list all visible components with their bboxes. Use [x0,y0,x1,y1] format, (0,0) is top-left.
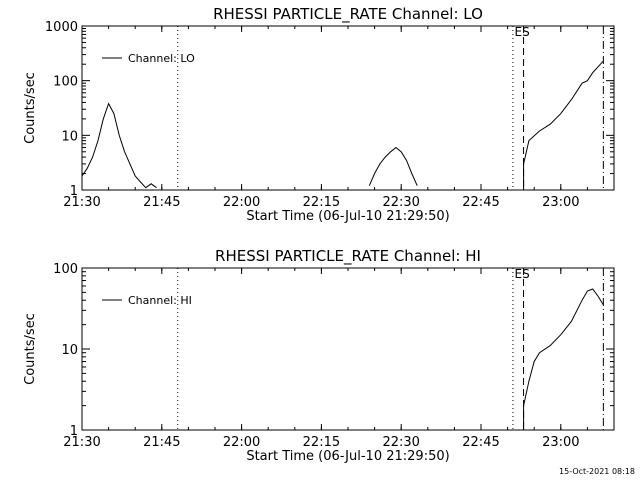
y-tick-label: 100 [53,262,78,277]
x-tick-label: 21:30 [63,195,100,210]
series-line [81,102,157,189]
y-tick-label: 100 [53,75,78,90]
y-axis-label: Counts/sec [23,313,38,385]
x-tick-label: 21:30 [63,435,100,450]
chart-title: RHESSI PARTICLE_RATE Channel: LO [213,5,483,24]
x-tick-label: 22:30 [382,435,419,450]
x-tick-label: 22:15 [303,195,340,210]
x-tick-label: 22:00 [223,195,260,210]
series-line [523,60,604,190]
x-axis-label: Start Time (06-Jul-10 21:29:50) [246,209,449,224]
legend-label: Channel: HI [128,294,192,307]
x-tick-label: 21:45 [143,195,180,210]
time-marker-label: ES [515,267,530,281]
plot-frame [81,25,615,191]
y-axis-label: Counts/sec [23,72,38,144]
footer-timestamp: 15-Oct-2021 08:18 [559,467,635,476]
time-marker-label: ES [515,25,530,39]
legend-label: Channel: LO [128,52,195,65]
y-tick-label: 10 [61,129,78,144]
y-tick-label: 1 [70,424,78,439]
x-axis-label: Start Time (06-Jul-10 21:29:50) [246,449,449,464]
chart-panel-lo: RHESSI PARTICLE_RATE Channel: LO 21:30 21:… [23,5,615,224]
series-line [368,146,418,186]
y-tick-label: 10 [61,343,78,358]
chart-title: RHESSI PARTICLE_RATE Channel: HI [215,247,481,266]
x-tick-label: 22:30 [382,195,419,210]
x-tick-label: 22:45 [462,435,499,450]
series-line [523,288,604,430]
x-tick-label: 21:45 [143,435,180,450]
x-tick-label: 22:00 [223,435,260,450]
chart-panel-hi: RHESSI PARTICLE_RATE Channel: HI 21:30 21:… [23,247,615,464]
x-tick-label: 22:15 [303,435,340,450]
plot-frame [81,267,615,431]
y-tick-label: 1000 [45,20,78,35]
x-tick-label: 22:45 [462,195,499,210]
x-tick-label: 23:00 [542,435,579,450]
y-tick-label: 1 [70,184,78,199]
x-tick-label: 23:00 [542,195,579,210]
